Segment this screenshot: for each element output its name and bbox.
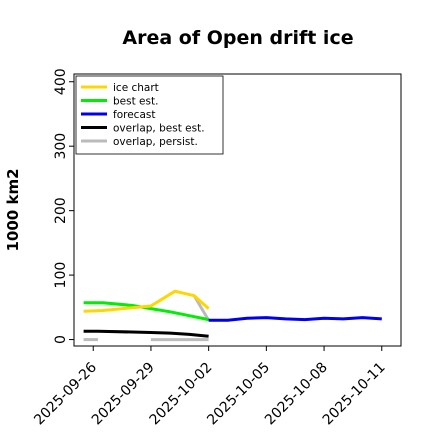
series-line (83, 329, 209, 338)
y-tick-label: 300 (53, 133, 69, 160)
y-ticks: 0 100 200 300 400 (53, 68, 74, 344)
series-layer (83, 289, 382, 342)
series-line (83, 289, 210, 313)
y-tick-label: 0 (53, 335, 69, 344)
y-tick-label: 400 (53, 68, 69, 95)
legend-entry: ice chart (113, 82, 159, 94)
series-line (83, 301, 209, 322)
series-line (208, 316, 382, 322)
legend: ice chart best est.forecast overlap, best … (75, 75, 224, 155)
y-tick-label: 200 (53, 197, 69, 224)
x-ticks: 2025-09-262025-09-292025-10-022025-10-05… (31, 346, 389, 429)
y-tick-label: 100 (53, 262, 69, 289)
x-tick-label: 2025-10-11 (320, 360, 389, 429)
legend-entry: best est. (113, 96, 158, 108)
y-axis-label: 1000 km2 (4, 168, 22, 251)
legend-entry: forecast (113, 109, 155, 121)
legend-entry: overlap, persist. (113, 136, 198, 148)
legend-entry: overlap, best est. (113, 123, 205, 135)
plot-frame (73, 73, 402, 347)
chart-title: Area of Open drift ice (122, 27, 353, 49)
